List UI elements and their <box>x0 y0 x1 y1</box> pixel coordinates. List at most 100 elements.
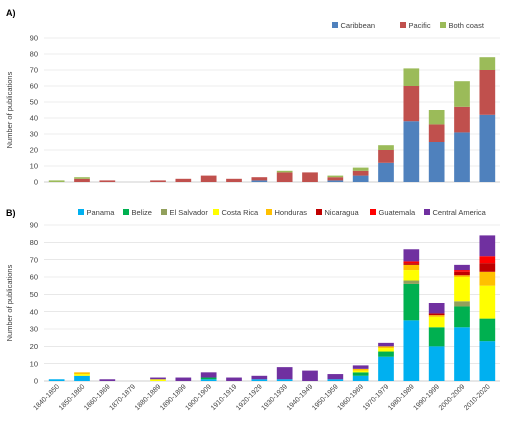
bar-segment-pacific <box>378 150 394 163</box>
bar-segment-central-america <box>226 377 242 381</box>
bar-segment-el-salvador <box>403 280 420 284</box>
y-tick-label: 80 <box>30 238 38 247</box>
bar-segment-caribbean <box>352 175 369 182</box>
legend-entry: Pacific <box>409 21 431 30</box>
bar-segment-belize <box>428 327 445 347</box>
x-tick-label: 1950-1959 <box>311 383 340 412</box>
bar-segment-caribbean <box>454 132 470 182</box>
bar-segment-honduras <box>352 368 369 371</box>
bar-segment-pacific <box>200 175 217 182</box>
bar-segment-panama <box>403 320 420 381</box>
bar-segment-nicaragua <box>454 271 470 276</box>
bar-segment-costa-rica <box>428 316 445 328</box>
bar-segment-pacific <box>327 177 344 181</box>
chart-panel-b: B) 0 10 20 30 40 50 60 70 80 90 Number of publicati… <box>5 208 500 412</box>
legend-swatch <box>161 209 167 215</box>
bar-segment-honduras <box>378 346 394 349</box>
bar-segment-central-america <box>175 377 192 381</box>
bar-segment-pacific <box>428 124 445 142</box>
bar-segment-guatemala <box>403 261 420 264</box>
legend-swatch <box>440 22 446 28</box>
panel-label: B) <box>6 208 16 218</box>
bar-segment-both-coast <box>378 145 394 150</box>
x-tick-label: 2000-2009 <box>438 383 467 412</box>
x-tick-label: 1890-1899 <box>159 383 188 412</box>
bar-segment-honduras <box>479 271 496 286</box>
bar-segment-caribbean <box>378 162 394 182</box>
bar-segment-both-coast <box>352 167 369 171</box>
bar-segment-central-america <box>428 303 445 314</box>
y-tick-label: 20 <box>30 342 38 351</box>
bar-segment-nicaragua <box>428 313 445 316</box>
x-tick-label: 1990-1999 <box>412 383 441 412</box>
y-tick-label: 40 <box>30 307 38 316</box>
x-tick-label: 1870-1879 <box>108 383 137 412</box>
bar-segment-panama <box>251 379 268 381</box>
bar-segment-both-coast <box>276 170 293 173</box>
bar-segment-belize <box>352 372 369 376</box>
legend-entry: Panama <box>87 208 116 217</box>
legend-entry: Both coast <box>449 21 485 30</box>
bar-segment-central-america <box>276 367 293 380</box>
bar-segment-panama <box>74 375 90 381</box>
bar-segment-both-coast <box>428 110 445 125</box>
y-tick-label: 50 <box>30 290 38 299</box>
y-tick-label: 90 <box>30 34 38 43</box>
panel-label: A) <box>6 8 16 18</box>
bar-segment-pacific <box>454 106 470 133</box>
x-tick-label: 1910-1919 <box>210 383 239 412</box>
bar-segment-panama <box>479 341 496 381</box>
bar-segment-pacific <box>175 178 192 182</box>
bar-segment-both-coast <box>74 177 90 179</box>
bar-segment-both-coast <box>327 175 344 178</box>
y-tick-label: 0 <box>34 377 38 386</box>
bar-segment-costa-rica <box>352 370 369 373</box>
legend-swatch <box>213 209 219 215</box>
y-tick-label: 0 <box>34 178 38 187</box>
bar-segment-panama <box>48 379 65 381</box>
bar-segment-belize <box>200 377 217 380</box>
legend-swatch <box>123 209 129 215</box>
y-tick-label: 30 <box>30 130 38 139</box>
x-tick-label: 1940-1949 <box>286 383 315 412</box>
legend-entry: Central America <box>433 208 487 217</box>
x-tick-label: 1850-1860 <box>58 383 87 412</box>
bar-segment-costa-rica <box>378 348 394 352</box>
bar-segment-costa-rica <box>454 277 470 302</box>
x-tick-label: 1840-1850 <box>32 383 61 412</box>
bar-segment-central-america <box>352 365 369 369</box>
bar-segment-both-coast <box>48 180 65 182</box>
bar-segment-central-america <box>150 377 166 380</box>
x-tick-label: 1980-1989 <box>387 383 416 412</box>
legend: Caribbean Pacific Both coast <box>332 21 485 30</box>
bar-segment-pacific <box>99 180 116 182</box>
bar-segment-central-america <box>454 264 470 271</box>
bar-segment-honduras <box>403 264 420 271</box>
bar-segment-honduras <box>428 315 445 317</box>
y-tick-label: 60 <box>30 82 38 91</box>
y-tick-label: 70 <box>30 66 38 75</box>
legend-entry: El Salvador <box>170 208 209 217</box>
y-tick-label: 10 <box>30 359 38 368</box>
bar-segment-pacific <box>251 177 268 181</box>
legend-swatch <box>316 209 322 215</box>
bar-segment-belize <box>378 351 394 357</box>
x-tick-label: 1920-1929 <box>235 383 264 412</box>
bar-segment-caribbean <box>428 142 445 182</box>
y-tick-label: 30 <box>30 325 38 334</box>
bar-segment-caribbean <box>479 114 496 182</box>
bar-segment-central-america <box>302 370 318 381</box>
bar-segment-costa-rica <box>74 374 90 376</box>
bar-segment-belize <box>454 306 470 328</box>
y-tick-label: 50 <box>30 98 38 107</box>
y-tick-label: 70 <box>30 255 38 264</box>
bar-segment-panama <box>428 346 445 381</box>
bar-segment-panama <box>454 327 470 381</box>
bar-segment-caribbean <box>403 121 420 182</box>
legend-entry: Honduras <box>275 208 308 217</box>
y-tick-label: 10 <box>30 162 38 171</box>
bar-segment-guatemala <box>479 256 496 264</box>
bar-segment-honduras <box>74 372 90 375</box>
bar-segment-central-america <box>200 372 217 378</box>
